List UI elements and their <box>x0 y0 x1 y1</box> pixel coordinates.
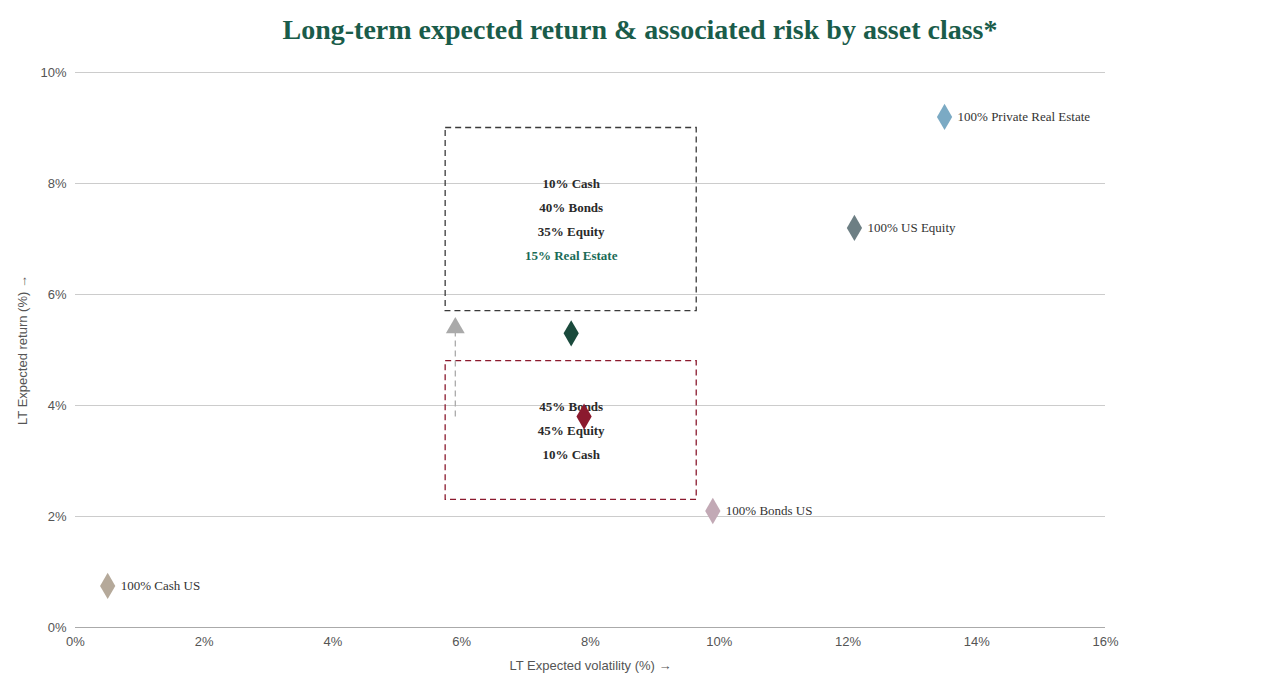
svg-text:6%: 6% <box>452 634 471 649</box>
svg-text:2%: 2% <box>195 634 214 649</box>
svg-text:45% Bonds: 45% Bonds <box>539 399 603 414</box>
svg-text:16%: 16% <box>1092 634 1118 649</box>
svg-text:8%: 8% <box>581 634 600 649</box>
svg-text:LT Expected volatility (%) →: LT Expected volatility (%) → <box>509 658 671 673</box>
svg-text:LT Expected return (%) →: LT Expected return (%) → <box>15 275 30 425</box>
svg-text:6%: 6% <box>48 287 67 302</box>
svg-text:14%: 14% <box>964 634 990 649</box>
svg-text:8%: 8% <box>48 176 67 191</box>
svg-text:100% US Equity: 100% US Equity <box>867 220 956 235</box>
svg-text:100% Private Real Estate: 100% Private Real Estate <box>958 109 1091 124</box>
svg-text:40% Bonds: 40% Bonds <box>539 200 603 215</box>
svg-text:12%: 12% <box>835 634 861 649</box>
html-text:Long-term expected return & as: Long-term expected return & associated r… <box>282 14 998 45</box>
svg-text:10%: 10% <box>706 634 732 649</box>
svg-text:0%: 0% <box>66 634 85 649</box>
svg-text:10% Cash: 10% Cash <box>542 176 600 191</box>
svg-text:10%: 10% <box>40 65 66 80</box>
svg-text:4%: 4% <box>48 398 67 413</box>
svg-text:100% Bonds US: 100% Bonds US <box>726 503 813 518</box>
svg-text:15% Real Estate: 15% Real Estate <box>525 248 618 263</box>
svg-text:2%: 2% <box>48 509 67 524</box>
svg-text:100% Cash US: 100% Cash US <box>121 578 200 593</box>
svg-text:45% Equity: 45% Equity <box>538 423 605 438</box>
svg-text:0%: 0% <box>48 620 67 635</box>
svg-text:4%: 4% <box>324 634 343 649</box>
svg-text:10% Cash: 10% Cash <box>542 447 600 462</box>
svg-text:35% Equity: 35% Equity <box>538 224 605 239</box>
